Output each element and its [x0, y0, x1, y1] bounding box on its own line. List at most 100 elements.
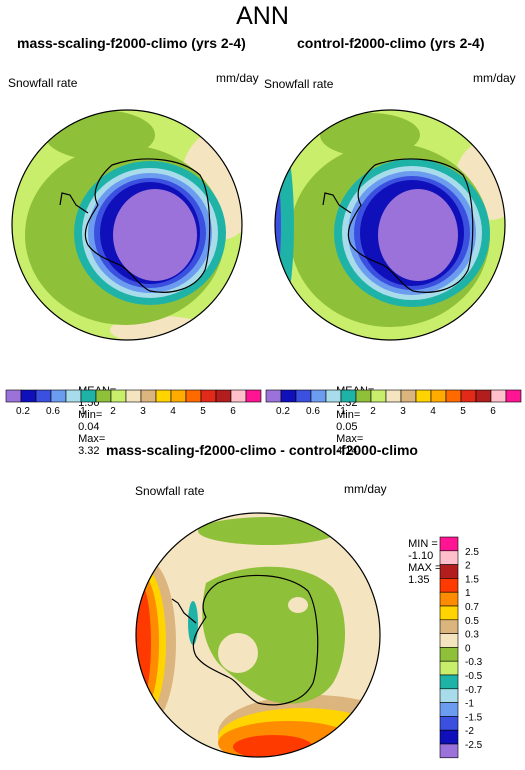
diff-colorbar-tick-label: 1.5 — [465, 574, 479, 585]
p3-coastline — [171, 574, 319, 706]
colorbar-swatch — [215, 389, 232, 403]
panel3-colorbar: 2.5 2 1.5 1 0.7 0.5 0.3 0 -0.3 -0.5 -0.7 -1 -1.5 -2 -2… — [439, 536, 483, 759]
p2-max-label: Max= — [336, 433, 364, 445]
panel3-stats: MIN = -1.10 MAX = 1.35 — [402, 526, 441, 586]
diff-colorbar-swatch — [439, 578, 459, 593]
diff-colorbar-tick-label: 0.3 — [465, 630, 479, 641]
colorbar-swatch — [445, 389, 462, 403]
diff-colorbar-swatch — [439, 550, 459, 565]
panel1-title: mass-scaling-f2000-climo (yrs 2-4) — [17, 35, 246, 51]
p3-south-red — [233, 735, 313, 757]
p1-band-green2 — [45, 110, 155, 160]
p3-max-value: 1.35 — [408, 574, 430, 586]
diff-colorbar-tick-label: 2.5 — [465, 547, 479, 558]
p2-band-green2 — [320, 113, 420, 157]
panel3-map — [135, 512, 381, 758]
colorbar-swatch — [80, 389, 97, 403]
diff-colorbar-tick-label: 0.7 — [465, 602, 479, 613]
p3-west-red — [136, 583, 151, 703]
colorbar-swatch — [155, 389, 172, 403]
colorbar-swatch — [325, 389, 342, 403]
colorbar-swatch — [460, 389, 477, 403]
panel2-title: control-f2000-climo (yrs 2-4) — [297, 35, 485, 51]
colorbar-tick-label: 0.2 — [276, 406, 290, 417]
colorbar-tick-label: 1 — [80, 406, 86, 417]
diff-colorbar-tick-label: -1 — [465, 699, 474, 710]
diff-colorbar-swatch — [439, 633, 459, 648]
colorbar-tick-label: 1 — [340, 406, 346, 417]
colorbar-swatch — [20, 389, 37, 403]
panel3-variable-label: Snowfall rate — [135, 484, 205, 498]
colorbar-swatch — [35, 389, 52, 403]
p3-cream-patch — [288, 597, 308, 613]
p3-map-border — [135, 512, 381, 758]
diff-colorbar-swatch — [439, 702, 459, 717]
diff-colorbar-swatch — [439, 660, 459, 676]
panel1-map — [11, 109, 243, 341]
diff-colorbar-swatch — [439, 729, 459, 745]
colorbar-tick-label: 2 — [370, 406, 376, 417]
diff-colorbar-swatch — [439, 688, 459, 703]
colorbar-tick-label: 3 — [140, 406, 146, 417]
diff-colorbar-swatch — [439, 647, 459, 662]
p1-max-label: Max= — [78, 433, 106, 445]
diff-colorbar-swatch — [439, 564, 459, 579]
p3-min-value: -1.10 — [408, 550, 434, 562]
diff-colorbar-tick-label: -2.5 — [465, 740, 483, 751]
diff-colorbar-tick-label: 0 — [465, 643, 471, 654]
colorbar-swatch — [505, 389, 522, 403]
colorbar-tick-label: 5 — [460, 406, 466, 417]
p3-min-label: MIN = — [408, 538, 438, 550]
colorbar-swatch — [370, 389, 387, 403]
diff-colorbar-swatch — [439, 591, 459, 607]
colorbar-swatch — [295, 389, 312, 403]
diff-colorbar-swatch — [439, 536, 459, 552]
diff-colorbar-tick-label: -1.5 — [465, 712, 483, 723]
p1-min-label: Min= — [78, 409, 103, 421]
colorbar-swatch — [245, 389, 262, 403]
p1-coastline — [59, 158, 211, 293]
p3-max-label: MAX = — [408, 562, 442, 574]
diff-colorbar-swatch — [439, 619, 459, 634]
diff-colorbar-swatch — [439, 716, 459, 731]
panel2-colorbar: 0.2 0.6 1 2 3 4 5 6 — [265, 389, 522, 417]
colorbar-swatch — [355, 389, 372, 403]
colorbar-swatch — [65, 389, 82, 403]
diff-colorbar-tick-label: -0.3 — [465, 657, 483, 668]
diff-colorbar-swatch — [439, 674, 459, 690]
colorbar-swatch — [95, 389, 112, 403]
diff-colorbar-tick-label: -0.5 — [465, 671, 483, 682]
p3-teal-peninsula — [188, 601, 198, 645]
diff-colorbar-tick-label: 2 — [465, 561, 471, 572]
colorbar-tick-label: 0.6 — [46, 406, 60, 417]
colorbar-swatch — [430, 389, 447, 403]
p3-land-cream — [218, 633, 258, 673]
diff-colorbar-tick-label: -2 — [465, 726, 474, 737]
diff-colorbar-tick-label: 0.5 — [465, 616, 479, 627]
diff-colorbar-tick-label: 1 — [465, 588, 471, 599]
colorbar-swatch — [170, 389, 187, 403]
panel3-title: mass-scaling-f2000-climo - control-f2000… — [106, 442, 418, 458]
p1-max-value: 3.32 — [78, 445, 100, 457]
colorbar-swatch — [490, 389, 507, 403]
p2-max-value: 4.14 — [336, 445, 358, 457]
colorbar-swatch — [200, 389, 217, 403]
panel2-map — [274, 109, 506, 341]
diff-colorbar-tick-label: -0.7 — [465, 685, 483, 696]
p2-min-label: Min= — [336, 409, 361, 421]
p2-min-value: 0.05 — [336, 421, 358, 433]
colorbar-swatch — [280, 389, 297, 403]
p2-band-blue-left — [275, 165, 281, 285]
p2-coastline — [322, 158, 474, 293]
panel2-units-label: mm/day — [473, 71, 516, 85]
colorbar-swatch — [125, 389, 142, 403]
colorbar-tick-label: 4 — [430, 406, 436, 417]
colorbar-tick-label: 6 — [230, 406, 236, 417]
colorbar-tick-label: 3 — [400, 406, 406, 417]
colorbar-swatch — [50, 389, 67, 403]
colorbar-swatch — [110, 389, 127, 403]
p2-map-border — [274, 109, 506, 341]
colorbar-swatch — [265, 389, 282, 403]
colorbar-swatch — [310, 389, 327, 403]
colorbar-tick-label: 0.6 — [306, 406, 320, 417]
